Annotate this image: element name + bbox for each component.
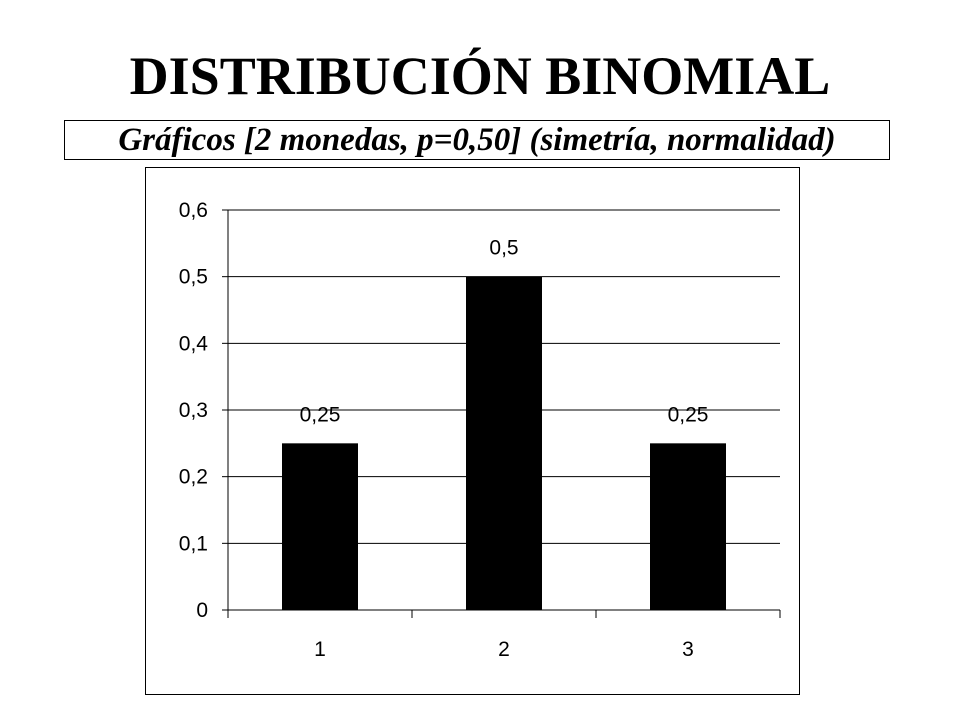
- slide-subtitle: Gráficos [2 monedas, p=0,50] (simetría, …: [64, 120, 890, 160]
- y-axis-ticks: 0 0,1 0,2 0,3 0,4 0,5 0,6: [179, 199, 228, 622]
- x-tick-label: 1: [314, 638, 326, 661]
- data-label: 0,25: [668, 403, 709, 426]
- data-label: 0,25: [300, 403, 341, 426]
- x-tick-label: 3: [682, 638, 694, 661]
- data-labels: 0,25 0,5 0,25: [300, 237, 709, 427]
- y-tick-label: 0,6: [179, 199, 208, 222]
- x-axis-ticks: 1 2 3: [227, 610, 781, 661]
- y-tick-label: 0: [196, 599, 208, 622]
- bar: [466, 276, 542, 610]
- y-tick-label: 0,5: [179, 266, 208, 289]
- y-tick-label: 0,2: [179, 466, 208, 489]
- y-tick-label: 0,3: [179, 399, 208, 422]
- bar: [282, 443, 358, 610]
- bar: [650, 443, 726, 610]
- slide-title: DISTRIBUCIÓN BINOMIAL: [129, 46, 831, 106]
- bars: [282, 276, 726, 610]
- data-label: 0,5: [489, 237, 518, 260]
- y-tick-label: 0,1: [179, 532, 208, 555]
- x-tick-label: 2: [498, 638, 510, 661]
- y-tick-label: 0,4: [179, 332, 209, 355]
- axes: [227, 210, 780, 611]
